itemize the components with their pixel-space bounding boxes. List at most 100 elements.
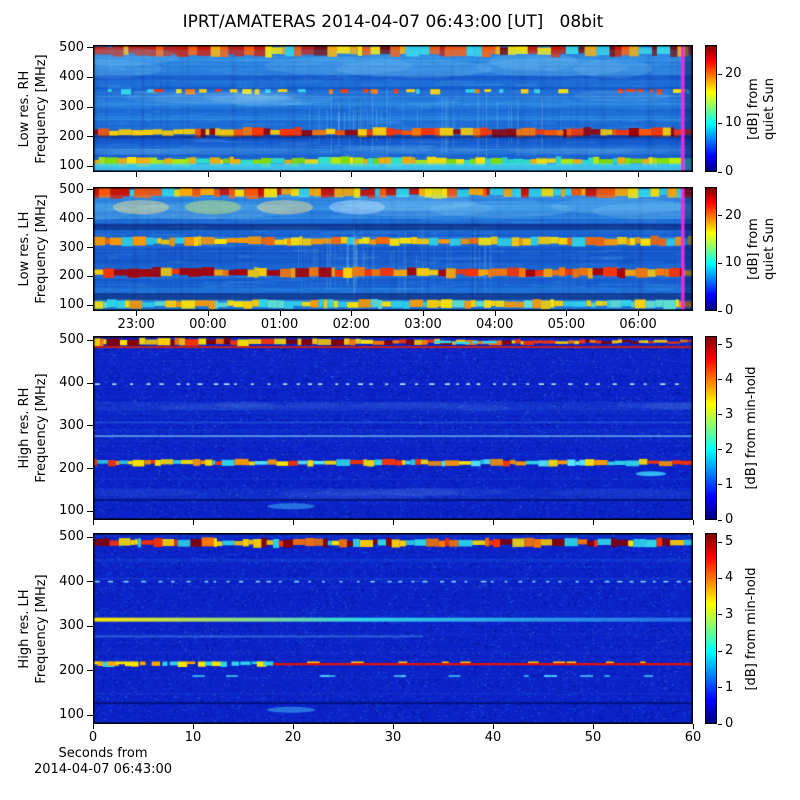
figure-title: IPRT/AMATERAS 2014-04-07 06:43:00 [UT] 0… xyxy=(182,12,604,32)
y-tick-label: 500 xyxy=(59,39,84,55)
x-tick-mark xyxy=(93,724,94,729)
x-tick-label: 60 xyxy=(684,730,702,745)
x-tick-label: 10 xyxy=(184,730,202,745)
colorbar-tick-mark xyxy=(718,122,722,124)
x-tick-mark xyxy=(193,724,195,729)
colorbar-tick-label: 20 xyxy=(725,66,742,82)
colorbar-tick-label: 1 xyxy=(725,476,734,492)
colorbar xyxy=(705,45,717,172)
x-tick-mark xyxy=(393,724,394,729)
y-tick-label: 300 xyxy=(59,99,84,115)
colorbar-tick-mark xyxy=(718,344,722,346)
y-tick-mark xyxy=(87,536,93,538)
x-tick-mark xyxy=(136,311,138,316)
y-axis-label: Low res. LH Frequency [MHz] xyxy=(17,194,49,304)
x-tick-label: 02:00 xyxy=(332,317,371,332)
y-tick-mark xyxy=(87,189,93,191)
x-tick-mark xyxy=(494,172,496,177)
colorbar-tick-label: 0 xyxy=(725,164,734,179)
colorbar-tick-mark xyxy=(718,449,722,451)
y-tick-mark xyxy=(87,47,93,49)
y-tick-mark xyxy=(87,275,93,277)
y-tick-label: 100 xyxy=(59,158,84,174)
y-tick-mark xyxy=(87,581,93,583)
x-tick-mark xyxy=(566,172,568,177)
x-tick-label: 40 xyxy=(484,730,502,745)
y-tick-label: 300 xyxy=(59,618,84,634)
spectrogram-low-res-rh xyxy=(93,45,693,172)
colorbar-tick-mark xyxy=(718,541,722,543)
x-tick-mark xyxy=(136,172,138,177)
y-axis-label: High res. RH Frequency [MHz] xyxy=(17,373,49,483)
colorbar-tick-label: 1 xyxy=(725,679,734,695)
colorbar-tick-mark xyxy=(718,687,722,689)
y-tick-mark xyxy=(87,382,93,384)
colorbar-tick-label: 2 xyxy=(725,643,734,659)
x-tick-mark xyxy=(207,172,209,177)
y-tick-mark xyxy=(87,625,93,627)
y-tick-label: 500 xyxy=(59,332,84,348)
x-axis-label-line1: Seconds from xyxy=(58,746,148,761)
x-tick-mark xyxy=(93,520,94,525)
x-tick-label: 04:00 xyxy=(475,317,514,332)
y-tick-mark xyxy=(87,339,93,341)
y-tick-label: 200 xyxy=(59,268,84,284)
x-axis-label-line2: 2014-04-07 06:43:00 xyxy=(33,762,173,777)
x-tick-mark xyxy=(592,520,594,525)
x-tick-label: 23:00 xyxy=(117,317,155,332)
y-tick-label: 100 xyxy=(59,297,84,313)
y-tick-mark xyxy=(87,136,93,138)
y-tick-label: 500 xyxy=(59,181,84,197)
colorbar-tick-mark xyxy=(718,519,722,521)
colorbar-tick-label: 0 xyxy=(725,512,734,527)
colorbar-tick-label: 10 xyxy=(725,115,742,131)
y-tick-label: 200 xyxy=(59,662,84,678)
x-tick-mark xyxy=(423,311,424,316)
y-tick-label: 400 xyxy=(59,210,84,226)
x-tick-mark xyxy=(493,520,495,525)
colorbar xyxy=(705,187,717,311)
x-tick-mark xyxy=(592,724,594,729)
x-tick-mark xyxy=(423,172,424,177)
colorbar-label: [dB] from min-hold xyxy=(744,566,759,691)
colorbar-tick-mark xyxy=(718,171,722,173)
y-tick-mark xyxy=(87,247,93,249)
colorbar xyxy=(705,336,717,520)
x-tick-mark xyxy=(279,172,281,177)
x-tick-mark xyxy=(292,520,294,525)
x-tick-label: 20 xyxy=(284,730,302,745)
x-tick-label: 0 xyxy=(88,730,98,745)
x-tick-mark xyxy=(693,724,694,729)
x-tick-label: 03:00 xyxy=(404,317,442,332)
spectrogram-high-res-rh xyxy=(93,336,693,520)
x-tick-mark xyxy=(351,172,353,177)
colorbar-tick-label: 10 xyxy=(725,255,742,271)
x-tick-mark xyxy=(638,311,640,316)
colorbar-tick-label: 5 xyxy=(725,534,734,550)
y-tick-label: 200 xyxy=(59,128,84,144)
colorbar-tick-mark xyxy=(718,215,722,217)
colorbar-tick-label: 0 xyxy=(725,716,734,731)
spectrogram-low-res-lh xyxy=(93,187,693,311)
y-tick-label: 500 xyxy=(59,529,84,545)
colorbar-tick-label: 4 xyxy=(725,371,734,387)
colorbar-tick-label: 20 xyxy=(725,207,742,223)
y-tick-label: 300 xyxy=(59,239,84,255)
spectrogram-high-res-lh xyxy=(93,533,693,724)
colorbar-tick-mark xyxy=(718,310,722,312)
y-tick-label: 200 xyxy=(59,460,84,476)
y-tick-mark xyxy=(87,76,93,78)
y-tick-mark xyxy=(87,106,93,108)
colorbar-tick-label: 0 xyxy=(725,303,734,318)
colorbar-tick-label: 4 xyxy=(725,570,734,586)
x-tick-mark xyxy=(693,520,694,525)
y-tick-mark xyxy=(87,218,93,220)
x-tick-mark xyxy=(494,311,496,316)
x-tick-label: 50 xyxy=(584,730,602,745)
y-tick-label: 300 xyxy=(59,417,84,433)
y-tick-mark xyxy=(87,714,93,716)
colorbar-tick-mark xyxy=(718,614,722,616)
y-tick-label: 400 xyxy=(59,573,84,589)
y-tick-label: 400 xyxy=(59,375,84,391)
